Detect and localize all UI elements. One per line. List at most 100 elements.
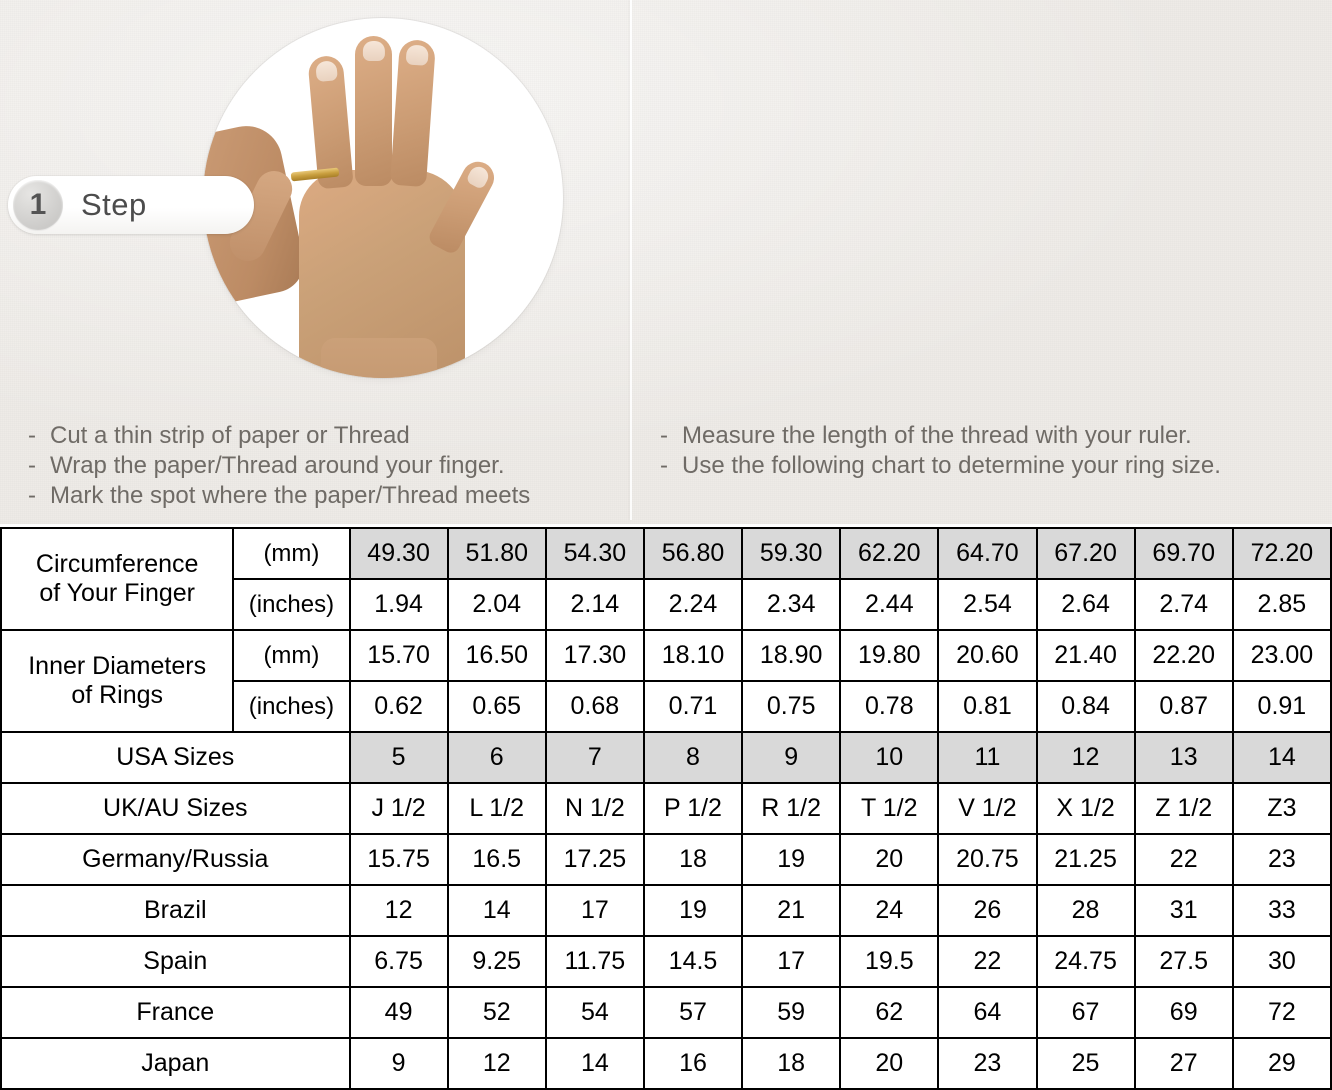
table-row: Circumference of Your Finger (mm) 49.30 51.8… xyxy=(0,527,1332,631)
table-cell: P 1/2 xyxy=(642,782,744,835)
table-cell: 0.81 xyxy=(937,680,1038,733)
table-cell: 23 xyxy=(1231,833,1332,886)
table-cell: 8 xyxy=(642,731,744,784)
table-cell: 31 xyxy=(1133,884,1234,937)
table-cell: T 1/2 xyxy=(839,782,940,835)
table-cell: 6.75 xyxy=(348,935,449,988)
table-cell: 22 xyxy=(1133,833,1234,886)
step-1-number: 1 xyxy=(13,180,63,230)
table-cell: 64.70 xyxy=(937,527,1038,580)
table-cell: 9 xyxy=(348,1037,449,1090)
table-cell: 14 xyxy=(1231,731,1332,784)
table-cell: 15.75 xyxy=(348,833,449,886)
table-cell: 6 xyxy=(446,731,547,784)
table-cell: 12 xyxy=(1035,731,1136,784)
table-cell: 51.80 xyxy=(446,527,547,580)
table-cell: 11 xyxy=(937,731,1038,784)
bullet-dash-icon: - xyxy=(28,482,36,509)
table-cell: 67.20 xyxy=(1035,527,1136,580)
table-row: Inner Diameters of Rings (mm) 15.70 16.50 17.… xyxy=(0,629,1332,733)
table-cell: Z 1/2 xyxy=(1133,782,1234,835)
table-row: Brazil 12 14 17 19 21 24 26 28 31 33 xyxy=(0,884,1332,937)
table-cell: 62.20 xyxy=(839,527,940,580)
panel-divider xyxy=(630,0,632,520)
table-cell: 18.90 xyxy=(741,629,842,682)
table-cell: 69.70 xyxy=(1133,527,1234,580)
step-1-instructions: - Cut a thin strip of paper or Thread - Wr… xyxy=(28,421,530,511)
table-cell: 12 xyxy=(348,884,449,937)
table-cell: 22.20 xyxy=(1133,629,1234,682)
table-cell: 52 xyxy=(446,986,547,1039)
table-cell: 0.91 xyxy=(1231,680,1332,733)
table-cell: 12 xyxy=(446,1037,547,1090)
row-group-label: Circumference of Your Finger xyxy=(0,527,235,631)
table-cell: 62 xyxy=(839,986,940,1039)
row-label: Germany/Russia xyxy=(0,833,351,886)
table-cell: 7 xyxy=(544,731,645,784)
table-cell: 16.5 xyxy=(446,833,547,886)
table-cell: 0.84 xyxy=(1035,680,1136,733)
table-cell: 72 xyxy=(1231,986,1332,1039)
row-group-label-line: Inner Diameters xyxy=(28,652,207,680)
table-row: Germany/Russia 15.75 16.5 17.25 18 19 20 20.75 2… xyxy=(0,833,1332,886)
table-cell: 19 xyxy=(741,833,842,886)
table-cell: J 1/2 xyxy=(348,782,449,835)
instruction-line: - Measure the length of the thread with y… xyxy=(660,421,1221,451)
table-cell: 20 xyxy=(839,833,940,886)
table-cell: 5 xyxy=(348,731,449,784)
table-cell: 0.87 xyxy=(1133,680,1234,733)
table-cell: 2.85 xyxy=(1231,578,1332,631)
table-cell: 16 xyxy=(642,1037,744,1090)
table-cell: 19.80 xyxy=(839,629,940,682)
table-cell: 2.14 xyxy=(544,578,645,631)
table-cell: 2.04 xyxy=(446,578,547,631)
table-cell: 20 xyxy=(839,1037,940,1090)
table-cell: 13 xyxy=(1133,731,1234,784)
fingernail-shape xyxy=(362,41,385,61)
table-cell: 14.5 xyxy=(642,935,744,988)
table-cell: 59.30 xyxy=(741,527,842,580)
table-cell: R 1/2 xyxy=(741,782,842,835)
table-cell: 54 xyxy=(544,986,645,1039)
table-cell: 18 xyxy=(642,833,744,886)
step-1-label: Step xyxy=(81,187,147,222)
instruction-text: Measure the length of the thread with yo… xyxy=(682,422,1192,449)
table-cell: 0.62 xyxy=(348,680,449,733)
table-cell: 33 xyxy=(1231,884,1332,937)
table-cell: 56.80 xyxy=(642,527,744,580)
wrist-shape xyxy=(321,338,437,378)
fingernail-shape xyxy=(405,44,429,66)
table-cell: Z3 xyxy=(1231,782,1332,835)
table-cell: 10 xyxy=(839,731,940,784)
table-cell: 18.10 xyxy=(642,629,744,682)
bullet-dash-icon: - xyxy=(660,422,668,449)
table-cell: 15.70 xyxy=(348,629,449,682)
table-cell: 11.75 xyxy=(544,935,645,988)
table-cell: 17 xyxy=(741,935,842,988)
table-cell: 18 xyxy=(741,1037,842,1090)
step-1-badge: 1 Step xyxy=(8,176,254,234)
row-label: France xyxy=(0,986,351,1039)
table-cell: 21.40 xyxy=(1035,629,1136,682)
row-unit-label: (inches) xyxy=(232,680,351,733)
table-cell: 49.30 xyxy=(348,527,449,580)
table-cell: X 1/2 xyxy=(1035,782,1136,835)
ring-size-chart: Circumference of Your Finger (mm) 49.30 51.8… xyxy=(0,527,1332,1090)
table-cell: L 1/2 xyxy=(446,782,547,835)
table-cell: 14 xyxy=(446,884,547,937)
table-row: Spain 6.75 9.25 11.75 14.5 17 19.5 22 24.75 27.5 3… xyxy=(0,935,1332,988)
middle-finger-shape xyxy=(355,36,392,186)
table-cell: 2.34 xyxy=(741,578,842,631)
table-cell: 25 xyxy=(1035,1037,1136,1090)
table-row: (inches) 1.94 2.04 2.14 2.24 2.34 2.44 2.54 2.64… xyxy=(1,578,1332,631)
table-cell: 49 xyxy=(348,986,449,1039)
table-cell: 9.25 xyxy=(446,935,547,988)
step-2-instructions: - Measure the length of the thread with y… xyxy=(660,421,1221,481)
table-cell: 0.75 xyxy=(741,680,842,733)
row-label: UK/AU Sizes xyxy=(0,782,351,835)
size-conversion-table: Circumference of Your Finger (mm) 49.30 51.8… xyxy=(0,527,1332,1090)
table-cell: 0.71 xyxy=(642,680,744,733)
table-cell: 2.24 xyxy=(642,578,744,631)
table-cell: 30 xyxy=(1231,935,1332,988)
instruction-text: Use the following chart to determine you… xyxy=(682,452,1221,479)
